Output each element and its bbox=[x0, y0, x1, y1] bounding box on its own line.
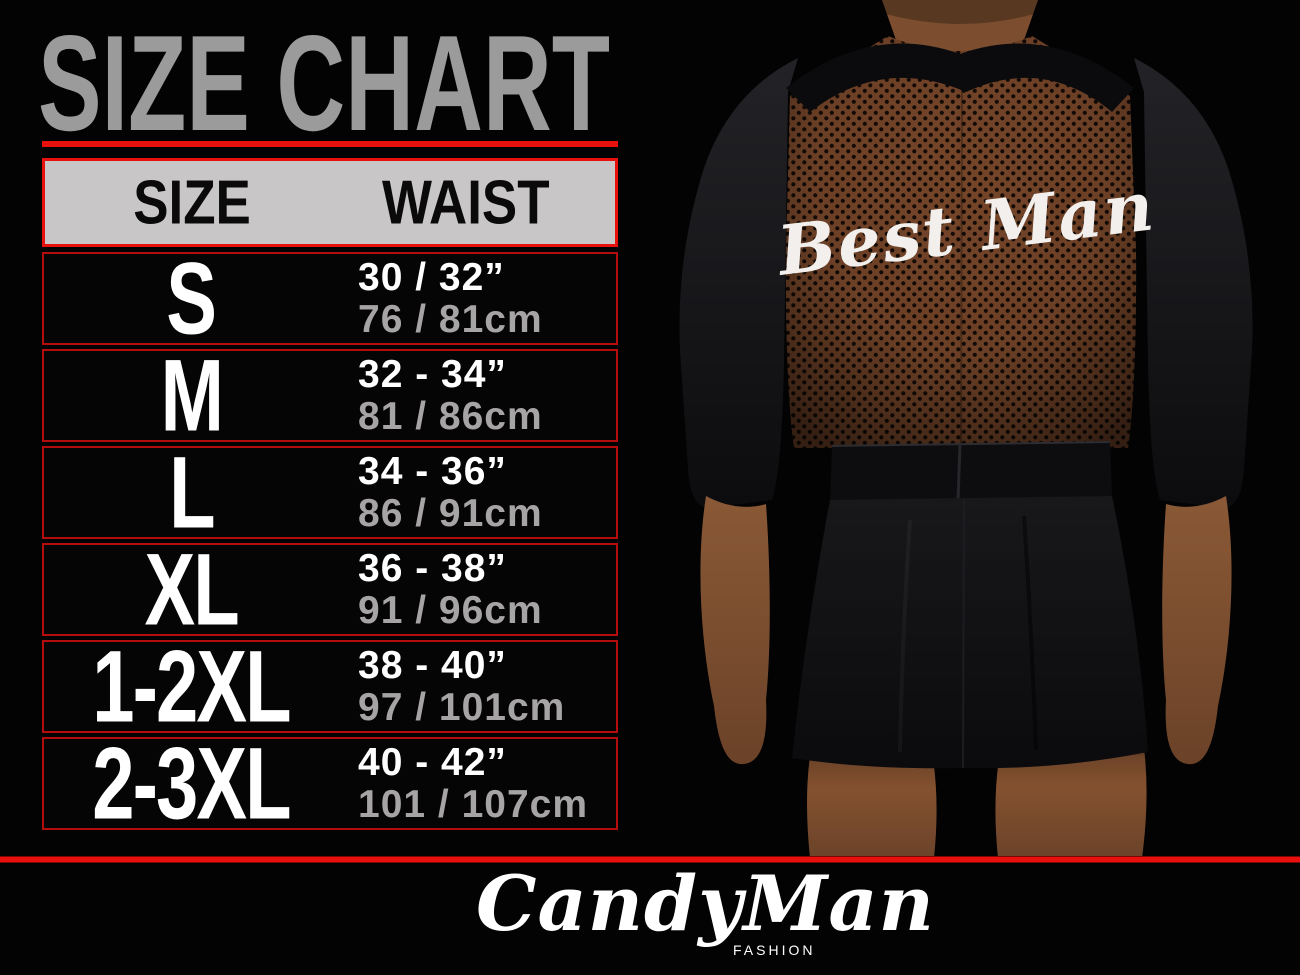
size-cell: M bbox=[44, 344, 338, 446]
waist-cm-value: 76 / 81cm bbox=[358, 297, 543, 341]
waist-inches-value: 34 - 36” bbox=[358, 449, 507, 493]
neck-shadow bbox=[882, 0, 1038, 24]
size-value: 2-3XL bbox=[92, 725, 291, 840]
waist-cm-value: 101 / 107cm bbox=[358, 782, 589, 826]
waist-inches-value: 30 / 32” bbox=[358, 255, 505, 299]
footer-divider-line bbox=[0, 856, 1300, 863]
waist-cm-value: 97 / 101cm bbox=[358, 685, 566, 729]
size-value: S bbox=[166, 240, 218, 355]
waist-cell: 32 - 34” 81 / 86cm bbox=[338, 354, 616, 437]
robe-belt bbox=[830, 442, 1112, 502]
table-row: 1-2XL 38 - 40” 97 / 101cm bbox=[42, 635, 618, 737]
column-header-size: SIZE bbox=[45, 171, 339, 233]
right-forearm bbox=[1162, 496, 1232, 765]
mesh-shading bbox=[785, 36, 1137, 448]
page-title: SIZE CHART bbox=[38, 14, 610, 146]
right-sleeve bbox=[1134, 58, 1253, 508]
size-value: 1-2XL bbox=[92, 628, 291, 743]
right-leg bbox=[995, 748, 1147, 858]
belt-fold bbox=[956, 443, 962, 501]
table-row: M 32 - 34” 81 / 86cm bbox=[42, 344, 618, 446]
page-title-text: SIZE CHART bbox=[38, 14, 610, 146]
waist-inches-value: 40 - 42” bbox=[358, 740, 507, 784]
size-value: M bbox=[160, 337, 223, 452]
size-value: XL bbox=[144, 531, 239, 646]
waist-cm-value: 81 / 86cm bbox=[358, 394, 543, 438]
size-value: L bbox=[168, 434, 215, 549]
skirt-seam bbox=[962, 499, 965, 769]
waist-inches-value: 32 - 34” bbox=[358, 352, 507, 396]
robe-collar bbox=[786, 43, 1134, 112]
title-underline bbox=[42, 141, 618, 147]
column-header-size-label: SIZE bbox=[133, 168, 251, 237]
left-forearm bbox=[700, 496, 770, 765]
size-cell: XL bbox=[44, 538, 338, 640]
model-back-illustration: Best Man bbox=[679, 0, 1253, 858]
skirt-fold bbox=[898, 519, 912, 753]
waist-cell: 40 - 42” 101 / 107cm bbox=[338, 742, 616, 825]
back-seam bbox=[960, 69, 963, 447]
left-sleeve bbox=[679, 58, 798, 508]
column-header-waist-label: WAIST bbox=[381, 168, 550, 237]
waist-cell: 36 - 38” 91 / 96cm bbox=[338, 548, 616, 631]
brand-logo: CandyMan bbox=[476, 859, 935, 948]
table-header-row: SIZE WAIST bbox=[42, 158, 618, 247]
size-chart-table: SIZE WAIST S 30 / 32” 76 / 81cm M bbox=[42, 158, 618, 834]
belt-highlight bbox=[831, 441, 1111, 447]
waist-inches-value: 36 - 38” bbox=[358, 546, 507, 590]
size-cell: 1-2XL bbox=[44, 635, 338, 737]
size-cell: L bbox=[44, 441, 338, 543]
waist-inches-value: 38 - 40” bbox=[358, 643, 507, 687]
robe-skirt bbox=[792, 496, 1148, 769]
table-row: S 30 / 32” 76 / 81cm bbox=[42, 247, 618, 349]
column-header-waist: WAIST bbox=[339, 171, 615, 233]
left-leg bbox=[807, 752, 937, 858]
product-photo: Best Man bbox=[620, 0, 1300, 858]
waist-cell: 38 - 40” 97 / 101cm bbox=[338, 645, 616, 728]
waist-cell: 34 - 36” 86 / 91cm bbox=[338, 451, 616, 534]
table-rows: S 30 / 32” 76 / 81cm M 32 - 34” 81 / 86c… bbox=[42, 247, 618, 834]
brand-tagline: FASHION bbox=[733, 942, 816, 958]
skirt-fold-shadow bbox=[1022, 515, 1038, 751]
waist-cm-value: 91 / 96cm bbox=[358, 588, 543, 632]
size-cell: 2-3XL bbox=[44, 732, 338, 834]
size-cell: S bbox=[44, 247, 338, 349]
table-row: 2-3XL 40 - 42” 101 / 107cm bbox=[42, 732, 618, 834]
waist-cell: 30 / 32” 76 / 81cm bbox=[338, 257, 616, 340]
table-row: L 34 - 36” 86 / 91cm bbox=[42, 441, 618, 543]
waist-cm-value: 86 / 91cm bbox=[358, 491, 543, 535]
table-row: XL 36 - 38” 91 / 96cm bbox=[42, 538, 618, 640]
